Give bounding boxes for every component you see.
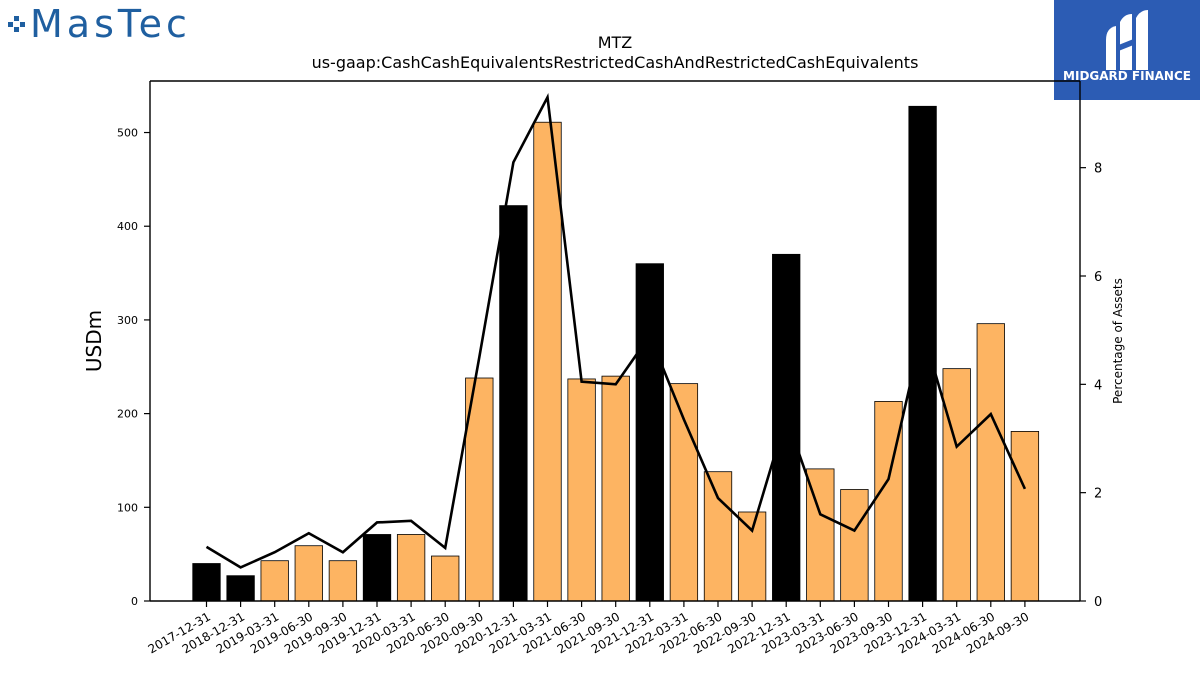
bars-layer (192, 105, 1040, 602)
y2-tick-label-2: 2 (1094, 487, 1102, 502)
y2-tick-label-8: 8 (1094, 162, 1102, 177)
bar-2021-03-31 (533, 121, 562, 602)
bar-2024-06-30 (976, 323, 1005, 602)
y2-tick-label-4: 4 (1094, 378, 1102, 393)
midgard-logo-mark-icon (1106, 10, 1148, 70)
bar-2019-03-31 (260, 560, 289, 602)
bar-2024-09-30 (1010, 431, 1040, 602)
bar-2018-12-31 (226, 575, 255, 602)
percentage-of-assets-line (205, 92, 1027, 569)
bar-2019-09-30 (328, 560, 358, 602)
bar-2022-12-31 (772, 253, 801, 602)
y-tick-label-300: 300 (117, 314, 138, 327)
y2-tick-label-6: 6 (1094, 270, 1102, 285)
bar-2021-12-31 (635, 263, 664, 602)
bar-2020-03-31 (396, 534, 426, 602)
bar-2022-09-30 (737, 511, 767, 602)
y-tick-label-400: 400 (117, 220, 138, 233)
bar-2020-06-30 (431, 555, 460, 602)
bar-2023-12-31 (908, 105, 937, 602)
line-layer (205, 92, 1027, 569)
bar-2024-03-31 (942, 368, 971, 602)
y-tick-label-500: 500 (117, 127, 138, 140)
bar-2017-12-31 (192, 563, 221, 602)
mastec-logo-mark-icon (8, 15, 26, 33)
bar-2022-06-30 (703, 471, 733, 602)
y-tick-label-0: 0 (131, 595, 138, 608)
bar-2021-09-30 (601, 375, 630, 602)
midgard-logo-text: MIDGARD FINANCE (1063, 69, 1191, 83)
bar-2019-06-30 (294, 545, 323, 602)
bar-2023-06-30 (840, 489, 869, 602)
y-axis-label: USDm (82, 310, 106, 372)
y2-tick-label-0: 0 (1094, 595, 1102, 610)
y-tick-label-100: 100 (117, 501, 138, 514)
bar-2019-12-31 (362, 534, 392, 602)
mastec-logo: MasTec (8, 4, 191, 44)
midgard-finance-logo: MIDGARD FINANCE (1054, 0, 1200, 100)
bar-2020-12-31 (499, 205, 528, 602)
chart-subtitle: us-gaap:CashCashEquivalentsRestrictedCas… (312, 53, 919, 72)
chart-title: MTZ (598, 33, 633, 52)
bar-2021-06-30 (567, 378, 596, 602)
y-tick-label-200: 200 (117, 408, 138, 421)
mastec-logo-text: MasTec (30, 2, 191, 46)
y2-axis-label: Percentage of Assets (1111, 278, 1125, 404)
